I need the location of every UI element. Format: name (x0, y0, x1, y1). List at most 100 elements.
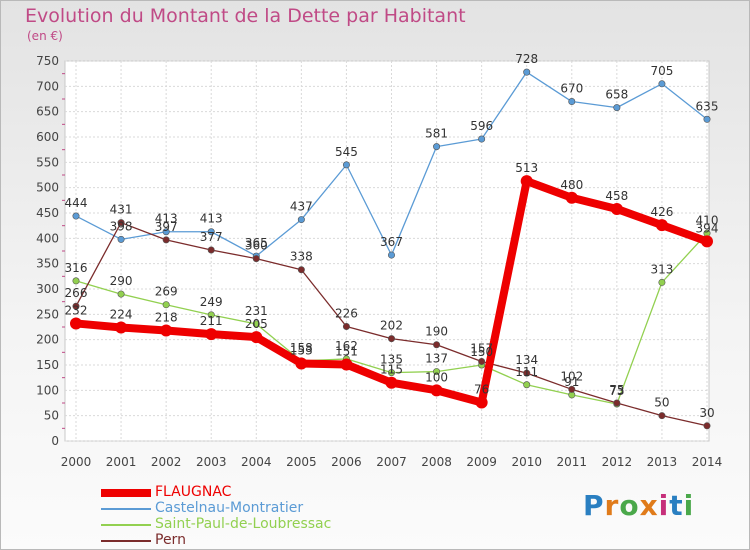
brand-letter: x (639, 489, 659, 522)
data-label-castelnau-montratier: 437 (290, 200, 313, 214)
data-point-pern (162, 236, 170, 244)
legend-label-flaugnac: FLAUGNAC (155, 484, 232, 500)
data-label-flaugnac: 458 (605, 189, 628, 203)
data-point-castelnau-montratier (387, 251, 395, 259)
data-point-saint-paul-de-loubressac (387, 369, 395, 377)
legend-item-pern[interactable]: Pern (101, 532, 361, 549)
data-label-pern: 397 (155, 220, 178, 234)
data-label-flaugnac: 224 (110, 308, 133, 322)
y-tick-label: 150 (36, 358, 59, 372)
data-label-saint-paul-de-loubressac: 150 (470, 345, 493, 359)
data-point-pern (613, 399, 621, 407)
y-tick-label: 400 (36, 231, 59, 245)
data-point-flaugnac (475, 396, 488, 409)
data-point-flaugnac (385, 376, 398, 389)
data-label-flaugnac: 205 (245, 317, 268, 331)
data-label-flaugnac: 426 (650, 205, 673, 219)
data-label-flaugnac: 232 (65, 303, 88, 317)
x-tick-label: 2000 (61, 455, 92, 469)
grid-layer (65, 60, 709, 442)
data-label-saint-paul-de-loubressac: 290 (110, 274, 133, 288)
data-point-castelnau-montratier (72, 212, 80, 220)
series-layer (70, 68, 713, 430)
brand-letter: t (669, 489, 684, 522)
legend-item-castelnau-montratier[interactable]: Castelnau-Montratier (101, 500, 361, 517)
data-point-flaugnac (250, 331, 263, 344)
data-label-flaugnac: 153 (290, 343, 313, 357)
data-label-pern: 190 (425, 325, 448, 339)
data-label-pern: 226 (335, 306, 358, 320)
data-point-saint-paul-de-loubressac (658, 278, 666, 286)
data-point-flaugnac (655, 219, 668, 232)
data-label-pern: 377 (200, 230, 223, 244)
data-label-saint-paul-de-loubressac: 316 (65, 261, 88, 275)
data-point-pern (207, 246, 215, 254)
data-point-pern (478, 357, 486, 365)
data-label-castelnau-montratier: 705 (650, 64, 673, 78)
chart-unit: (en €) (27, 29, 63, 43)
brand-logo: Proxiti (583, 489, 694, 522)
brand-letter: i (683, 489, 695, 522)
data-label-pern: 360 (245, 239, 268, 253)
y-tick-label: 600 (36, 130, 59, 144)
data-label-saint-paul-de-loubressac: 162 (335, 339, 358, 353)
y-tick-label: 0 (51, 434, 59, 448)
x-tick-label: 2009 (466, 455, 497, 469)
data-point-flaugnac (70, 317, 82, 330)
legend-swatch-saint-paul-de-loubressac (101, 524, 151, 526)
y-tick-label: 450 (36, 206, 59, 220)
data-point-flaugnac (295, 357, 308, 370)
x-tick-label: 2011 (557, 455, 588, 469)
data-label-pern: 202 (380, 319, 403, 333)
y-tick-label: 200 (36, 333, 59, 347)
y-tick-label: 750 (36, 54, 59, 68)
data-label-saint-paul-de-loubressac: 135 (380, 353, 403, 367)
legend-item-saint-paul-de-loubressac[interactable]: Saint-Paul-de-Loubressac (101, 516, 361, 533)
data-point-flaugnac (565, 191, 578, 204)
data-point-saint-paul-de-loubressac (433, 368, 441, 376)
data-label-flaugnac: 218 (155, 311, 178, 325)
data-label-saint-paul-de-loubressac: 91 (564, 375, 579, 389)
y-tick-label: 100 (36, 383, 59, 397)
value-label-layer: 444 398 413 413 365 437 545 367 581 596 728 670 658 7… (65, 52, 719, 420)
chart-title: Evolution du Montant de la Dette par Hab… (25, 5, 466, 27)
data-label-pern: 75 (609, 383, 624, 397)
data-point-castelnau-montratier (523, 68, 531, 76)
data-point-pern (658, 412, 666, 420)
data-point-pern (342, 322, 350, 330)
data-label-castelnau-montratier: 670 (560, 82, 583, 96)
legend-swatch-castelnau-montratier (101, 508, 151, 510)
y-tick-label: 350 (36, 257, 59, 271)
data-point-saint-paul-de-loubressac (117, 290, 125, 298)
x-tick-label: 2013 (647, 455, 678, 469)
x-tick-label: 2003 (196, 455, 227, 469)
data-point-castelnau-montratier (207, 228, 215, 236)
data-label-saint-paul-de-loubressac: 269 (155, 285, 178, 299)
data-label-castelnau-montratier: 658 (605, 88, 628, 102)
data-point-saint-paul-de-loubressac (523, 381, 531, 389)
x-tick-label: 2004 (241, 455, 272, 469)
data-point-flaugnac (701, 235, 713, 248)
brand-letter: i (658, 489, 670, 522)
data-label-castelnau-montratier: 635 (696, 99, 719, 113)
data-label-pern: 266 (65, 286, 88, 300)
data-point-castelnau-montratier (568, 98, 576, 106)
data-label-pern: 134 (515, 353, 538, 367)
data-label-castelnau-montratier: 413 (155, 212, 178, 226)
x-tick-label: 2006 (331, 455, 362, 469)
legend-item-flaugnac[interactable]: FLAUGNAC (101, 484, 361, 501)
axis-layer: 0501001502002503003504004505005506006507… (36, 54, 722, 469)
data-label-saint-paul-de-loubressac: 249 (200, 295, 223, 309)
legend-label-saint-paul-de-loubressac: Saint-Paul-de-Loubressac (155, 516, 332, 532)
data-label-saint-paul-de-loubressac: 231 (245, 304, 268, 318)
data-label-pern: 431 (110, 203, 133, 217)
data-point-saint-paul-de-loubressac (207, 311, 215, 319)
data-point-castelnau-montratier (162, 228, 170, 236)
x-tick-label: 2014 (692, 455, 723, 469)
x-tick-label: 2012 (602, 455, 633, 469)
data-point-pern (523, 369, 531, 377)
data-label-pern: 338 (290, 250, 313, 264)
data-label-saint-paul-de-loubressac: 158 (290, 341, 313, 355)
data-label-castelnau-montratier: 728 (515, 52, 538, 66)
